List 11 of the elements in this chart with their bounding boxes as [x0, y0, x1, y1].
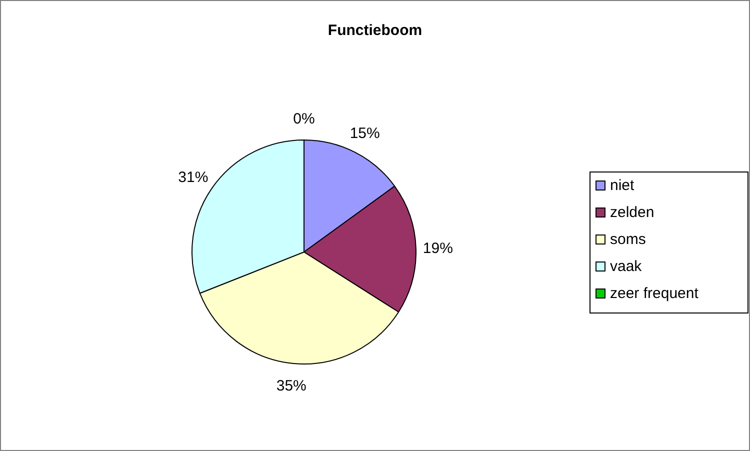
chart-title: Functieboom	[328, 22, 422, 39]
text: 0%	[293, 110, 315, 128]
legend-label: niet	[610, 177, 636, 194]
data-label: 15%	[350, 124, 380, 142]
data-label: 35%	[276, 378, 306, 395]
data-label: 31%	[178, 168, 208, 186]
legend-label: soms	[610, 231, 646, 248]
legend-label: zelden	[610, 204, 654, 221]
data-label: 19%	[422, 240, 453, 258]
legend-label: zeer frequent	[610, 285, 700, 302]
legend-label: vaak	[610, 258, 642, 275]
